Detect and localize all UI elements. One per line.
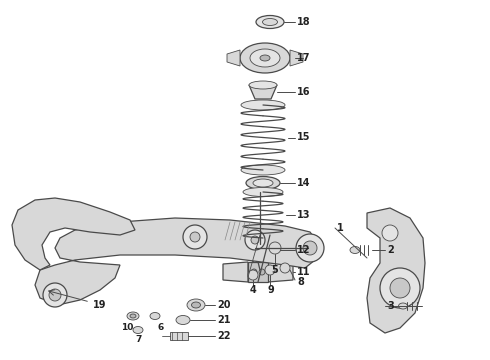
Circle shape bbox=[390, 278, 410, 298]
Text: 1: 1 bbox=[337, 223, 344, 233]
Circle shape bbox=[251, 269, 257, 275]
Polygon shape bbox=[223, 262, 248, 282]
Circle shape bbox=[190, 232, 200, 242]
Bar bbox=[253, 256, 267, 270]
Text: 12: 12 bbox=[297, 245, 311, 255]
Polygon shape bbox=[268, 262, 293, 282]
Circle shape bbox=[280, 263, 290, 273]
Text: 5: 5 bbox=[271, 265, 278, 275]
Text: 13: 13 bbox=[297, 210, 311, 220]
Circle shape bbox=[259, 269, 265, 275]
Circle shape bbox=[380, 268, 420, 308]
Ellipse shape bbox=[150, 312, 160, 320]
Text: 7: 7 bbox=[135, 336, 142, 345]
Text: 6: 6 bbox=[157, 324, 163, 333]
Text: 15: 15 bbox=[297, 132, 311, 143]
Bar bbox=[248, 262, 268, 282]
Polygon shape bbox=[35, 218, 320, 305]
Polygon shape bbox=[290, 50, 303, 66]
Circle shape bbox=[49, 289, 61, 301]
Text: 9: 9 bbox=[267, 285, 274, 295]
Text: 11: 11 bbox=[297, 267, 311, 277]
Text: 4: 4 bbox=[250, 285, 257, 295]
Ellipse shape bbox=[350, 247, 360, 253]
Text: 10: 10 bbox=[121, 324, 133, 333]
Polygon shape bbox=[249, 85, 277, 99]
Text: 3: 3 bbox=[387, 301, 394, 311]
Ellipse shape bbox=[192, 302, 200, 308]
Text: 21: 21 bbox=[217, 315, 230, 325]
Ellipse shape bbox=[256, 15, 284, 28]
Circle shape bbox=[265, 265, 275, 275]
Circle shape bbox=[183, 225, 207, 249]
Polygon shape bbox=[367, 208, 425, 333]
Circle shape bbox=[245, 230, 265, 250]
Bar bbox=[170, 332, 188, 340]
Ellipse shape bbox=[249, 81, 277, 89]
Text: 19: 19 bbox=[93, 300, 106, 310]
Ellipse shape bbox=[241, 100, 285, 110]
Ellipse shape bbox=[398, 303, 408, 309]
Text: 17: 17 bbox=[297, 53, 311, 63]
Ellipse shape bbox=[176, 315, 190, 324]
Circle shape bbox=[296, 234, 324, 262]
Ellipse shape bbox=[260, 55, 270, 61]
Ellipse shape bbox=[130, 314, 136, 318]
Text: 8: 8 bbox=[297, 277, 304, 287]
Circle shape bbox=[382, 225, 398, 241]
Ellipse shape bbox=[240, 43, 290, 73]
Polygon shape bbox=[227, 50, 240, 66]
Text: 2: 2 bbox=[387, 245, 394, 255]
Polygon shape bbox=[12, 198, 135, 270]
Circle shape bbox=[248, 270, 258, 280]
Circle shape bbox=[43, 283, 67, 307]
Polygon shape bbox=[228, 244, 292, 256]
Ellipse shape bbox=[243, 188, 283, 197]
Text: 16: 16 bbox=[297, 87, 311, 97]
Ellipse shape bbox=[127, 312, 139, 320]
Ellipse shape bbox=[250, 49, 280, 67]
Ellipse shape bbox=[243, 234, 283, 243]
Text: 14: 14 bbox=[297, 178, 311, 188]
Ellipse shape bbox=[133, 327, 143, 333]
Circle shape bbox=[303, 241, 317, 255]
Ellipse shape bbox=[241, 165, 285, 175]
Text: 22: 22 bbox=[217, 331, 230, 341]
Ellipse shape bbox=[246, 176, 280, 189]
Text: 20: 20 bbox=[217, 300, 230, 310]
Text: 18: 18 bbox=[297, 17, 311, 27]
Ellipse shape bbox=[263, 18, 277, 26]
Ellipse shape bbox=[253, 179, 273, 187]
Circle shape bbox=[269, 242, 281, 254]
Circle shape bbox=[251, 236, 259, 244]
Ellipse shape bbox=[187, 299, 205, 311]
